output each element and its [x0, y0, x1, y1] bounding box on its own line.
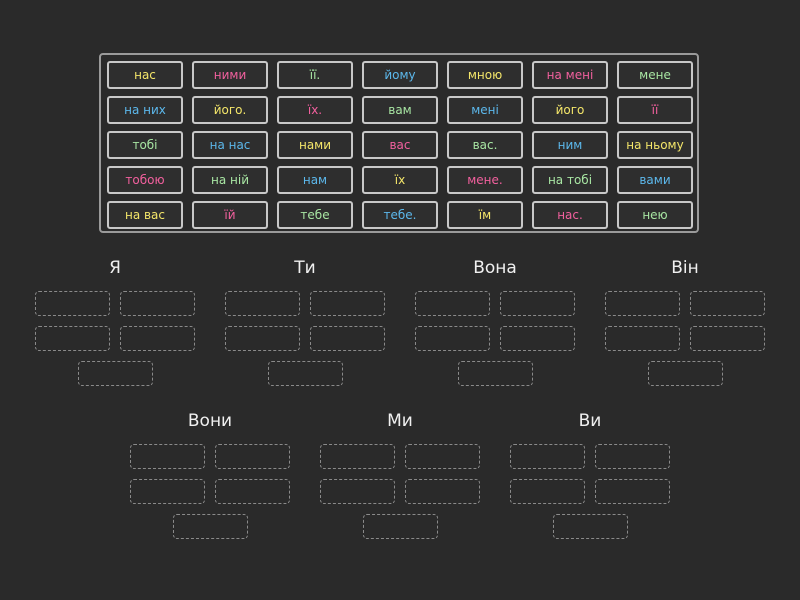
drop-slot[interactable]	[130, 444, 205, 469]
drop-slot[interactable]	[320, 479, 395, 504]
group-title: Ми	[387, 411, 413, 431]
drop-slot[interactable]	[690, 326, 765, 351]
group-title: Я	[109, 258, 121, 278]
word-tile[interactable]: вас.	[447, 131, 523, 159]
drop-slot[interactable]	[215, 479, 290, 504]
word-tile[interactable]: мене.	[447, 166, 523, 194]
drop-slot[interactable]	[415, 291, 490, 316]
word-tile[interactable]: їх.	[277, 96, 353, 124]
word-tile[interactable]: нею	[617, 201, 693, 229]
word-tile[interactable]: вам	[362, 96, 438, 124]
word-tile[interactable]: нам	[277, 166, 353, 194]
word-board: нас ними її. йому мною на мені мене на них його.…	[99, 53, 699, 233]
word-tile[interactable]: мені	[447, 96, 523, 124]
word-tile[interactable]: на мені	[532, 61, 608, 89]
word-tile[interactable]: її.	[277, 61, 353, 89]
drop-slot[interactable]	[510, 444, 585, 469]
word-tile[interactable]: на вас	[107, 201, 183, 229]
word-tile[interactable]: йому	[362, 61, 438, 89]
word-tile[interactable]: їй	[192, 201, 268, 229]
drop-slot[interactable]	[225, 291, 300, 316]
word-tile[interactable]: ним	[532, 131, 608, 159]
word-tile[interactable]: вас	[362, 131, 438, 159]
word-tile[interactable]: нами	[277, 131, 353, 159]
drop-slot[interactable]	[510, 479, 585, 504]
word-tile[interactable]: на нас	[192, 131, 268, 159]
drop-slot[interactable]	[320, 444, 395, 469]
drop-slot[interactable]	[363, 514, 438, 539]
drop-slot[interactable]	[215, 444, 290, 469]
group-title: Вони	[187, 411, 233, 431]
drop-slot[interactable]	[35, 326, 110, 351]
drop-slot[interactable]	[458, 361, 533, 386]
word-tile[interactable]: тобою	[107, 166, 183, 194]
group-title: Ти	[294, 258, 316, 278]
word-tile[interactable]: нас.	[532, 201, 608, 229]
word-tile[interactable]: нас	[107, 61, 183, 89]
word-tile[interactable]: на них	[107, 96, 183, 124]
drop-slot[interactable]	[500, 326, 575, 351]
word-tile[interactable]: їм	[447, 201, 523, 229]
drop-slot[interactable]	[120, 326, 195, 351]
drop-slot[interactable]	[690, 291, 765, 316]
word-tile[interactable]: їх	[362, 166, 438, 194]
drop-slot[interactable]	[268, 361, 343, 386]
drop-slot[interactable]	[595, 479, 670, 504]
drop-slot[interactable]	[310, 326, 385, 351]
group-title: Він	[671, 258, 699, 278]
word-tile[interactable]: тебе	[277, 201, 353, 229]
drop-slot[interactable]	[605, 326, 680, 351]
word-tile[interactable]: його	[532, 96, 608, 124]
drop-slot[interactable]	[405, 444, 480, 469]
group-title: Вона	[473, 258, 517, 278]
drop-slot[interactable]	[648, 361, 723, 386]
word-tile[interactable]: тебе.	[362, 201, 438, 229]
drop-slot[interactable]	[415, 326, 490, 351]
drop-slot[interactable]	[173, 514, 248, 539]
drop-slot[interactable]	[120, 291, 195, 316]
drop-slot[interactable]	[130, 479, 205, 504]
group-title: Ви	[578, 411, 602, 431]
word-tile[interactable]: його.	[192, 96, 268, 124]
word-tile[interactable]: тобі	[107, 131, 183, 159]
word-tile[interactable]: мене	[617, 61, 693, 89]
word-tile[interactable]: мною	[447, 61, 523, 89]
word-tile[interactable]: ними	[192, 61, 268, 89]
word-tile[interactable]: на ньому	[617, 131, 693, 159]
drop-slot[interactable]	[310, 291, 385, 316]
drop-slot[interactable]	[500, 291, 575, 316]
drop-slot[interactable]	[225, 326, 300, 351]
drop-slot[interactable]	[605, 291, 680, 316]
word-tile[interactable]: її	[617, 96, 693, 124]
word-tile[interactable]: вами	[617, 166, 693, 194]
drop-slot[interactable]	[405, 479, 480, 504]
word-tile[interactable]: на ній	[192, 166, 268, 194]
word-tile[interactable]: на тобі	[532, 166, 608, 194]
drop-slot[interactable]	[78, 361, 153, 386]
drop-slot[interactable]	[595, 444, 670, 469]
drop-slot[interactable]	[35, 291, 110, 316]
drop-slot[interactable]	[553, 514, 628, 539]
